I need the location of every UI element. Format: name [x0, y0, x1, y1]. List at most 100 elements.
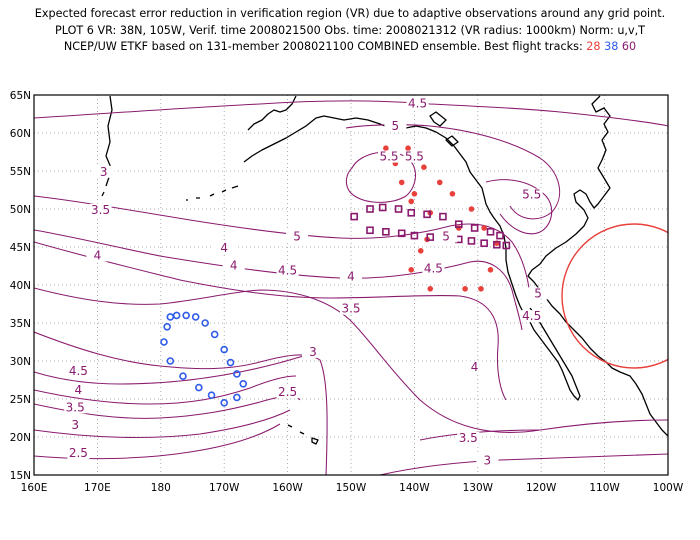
track-38-point — [166, 357, 175, 365]
track-60-point — [350, 212, 358, 221]
track-38-point — [210, 330, 219, 339]
header-line-2: PLOT 6 VR: 38N, 105W, Verif. time 200802… — [55, 23, 645, 37]
contour-label: 4 — [94, 248, 102, 262]
hawaiian-islands — [287, 424, 319, 445]
contour-4-main — [34, 241, 507, 401]
track-38-point — [163, 322, 171, 331]
track-38-point — [239, 379, 248, 388]
canadian-islands — [429, 111, 459, 147]
track-28-point — [417, 248, 424, 254]
contour-label-bg — [276, 264, 299, 277]
contour-label-bg — [527, 287, 550, 300]
contour-label-bg — [457, 431, 480, 444]
baja-california — [519, 305, 581, 401]
contour-label-bg — [67, 383, 90, 396]
contour-label-bg — [64, 418, 87, 431]
contour-label-bg — [384, 120, 407, 133]
flight-track-28-legend: 28 — [586, 40, 601, 53]
latitude-label: 45N — [10, 242, 31, 254]
longitude-label: 170E — [84, 482, 111, 494]
contour-label-bg — [86, 249, 109, 262]
contour-label-bg — [463, 361, 486, 374]
longitude-axis-labels: 160E 170E 180 170W 160W 150W 140W 130W 120W 110W 1… — [21, 482, 684, 494]
contour-4.5-south — [34, 353, 311, 385]
plot-header: Expected forecast error reduction in ver… — [0, 6, 700, 56]
track-28-point — [383, 145, 389, 151]
track-38-point — [160, 338, 168, 346]
longitude-label: 170W — [209, 482, 240, 494]
track-28-point — [449, 191, 456, 197]
contour-label-bg — [286, 230, 309, 243]
track-28-point — [408, 267, 415, 273]
longitude-label: 180 — [151, 482, 171, 494]
header-line-3-text: NCEP/UW ETKF based on 131-member 2008021… — [63, 40, 583, 53]
track-28-point — [487, 267, 494, 273]
longitude-label: 110W — [589, 482, 620, 494]
track-38-point — [182, 311, 190, 320]
contour-label: 4.5 — [69, 364, 88, 378]
track-60-point — [397, 229, 406, 238]
track-38-point — [207, 391, 216, 400]
contour-label: 5.5 — [379, 150, 398, 164]
track-28-point — [408, 198, 415, 205]
contour-label-bg — [435, 230, 458, 243]
track-38-point — [233, 370, 241, 378]
latitude-label: 65N — [10, 90, 31, 102]
aleutian-islands — [178, 186, 238, 202]
contour-label: 5 — [293, 229, 301, 243]
contour-label: 4.5 — [424, 261, 443, 275]
track-38-point — [220, 398, 228, 407]
contour-label: 2.5 — [278, 385, 297, 399]
track-60-point — [493, 240, 501, 249]
contour-label-bg — [378, 150, 401, 163]
track-28-point — [398, 179, 405, 186]
longitude-label: 100W — [653, 482, 684, 494]
track-60-point — [426, 233, 435, 241]
contour-label-bg — [89, 203, 112, 216]
verification-region-circle — [561, 223, 668, 369]
header-line-3: NCEP/UW ETKF based on 131-member 2008021… — [0, 39, 700, 56]
contour-label: 2.5 — [69, 446, 88, 460]
longitude-label: 130W — [463, 482, 494, 494]
longitude-label: 160W — [272, 482, 303, 494]
track-60-point — [467, 237, 476, 245]
contour-label-bg — [340, 270, 362, 283]
contour-label-bg — [422, 262, 445, 275]
track-60-point — [486, 228, 495, 236]
contour-label: 3.5 — [91, 203, 110, 217]
flight-track-60 — [350, 203, 511, 250]
track-60-point — [394, 205, 403, 213]
contour-label: 3 — [309, 345, 317, 359]
contour-5-main — [34, 195, 531, 297]
contour-3-tongue — [34, 331, 328, 475]
contour-label-bg — [213, 241, 236, 254]
contour-label: 5.5 — [522, 188, 541, 202]
contour-label: 4 — [220, 241, 228, 255]
track-38-point — [172, 311, 181, 320]
contour-label: 5 — [392, 119, 400, 133]
contour-label: 3 — [483, 454, 491, 468]
contour-label-bg — [67, 447, 90, 459]
contour-label-bg — [403, 150, 426, 163]
longitude-label: 140W — [399, 482, 430, 494]
track-60-point — [470, 224, 479, 232]
contour-label-bg — [64, 401, 87, 414]
longitude-label: 150W — [336, 482, 367, 494]
track-38-point — [191, 313, 200, 321]
contour-3.5-southeast — [419, 429, 541, 441]
track-28-point — [455, 225, 462, 231]
contour-label: 3.5 — [66, 400, 85, 414]
contour-label-bg — [67, 364, 90, 377]
track-60-point — [382, 228, 390, 236]
track-28-point — [462, 286, 468, 292]
track-38-point — [166, 313, 175, 321]
contour-label: 3 — [71, 418, 79, 432]
track-28-point — [468, 206, 475, 212]
latitude-label: 15N — [10, 470, 31, 482]
track-28-point — [427, 286, 434, 292]
latitude-label: 50N — [10, 204, 31, 216]
track-60-point — [366, 205, 374, 213]
track-38-point — [179, 372, 187, 381]
